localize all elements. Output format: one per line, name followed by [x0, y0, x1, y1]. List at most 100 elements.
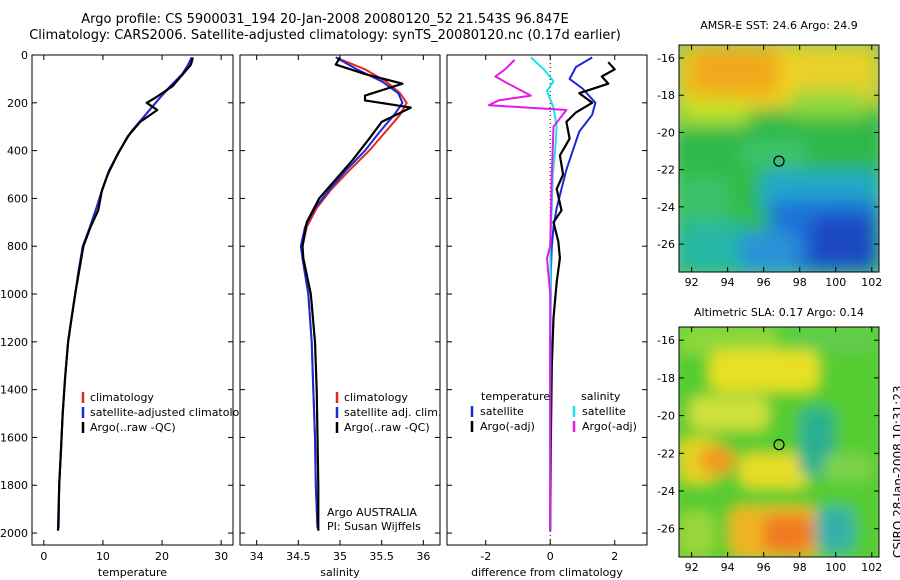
legend-entry: satellite adj. clim. [344, 406, 441, 419]
y-tick-label: 600 [7, 192, 28, 205]
y-tick-label: -16 [657, 334, 675, 347]
x-tick-label: 98 [793, 276, 807, 289]
x-tick-label: 100 [825, 561, 846, 574]
legend-title-salinity: salinity [581, 390, 621, 403]
x-tick-label: 102 [861, 276, 882, 289]
map-color-patch [709, 350, 819, 392]
x-tick-label: 94 [721, 561, 735, 574]
map-color-patch [689, 396, 769, 431]
map-color-patch [815, 506, 855, 553]
legend-entry: climatology [90, 391, 154, 404]
legend-entry: Argo(-adj) [582, 420, 637, 433]
plot-frame [31, 54, 234, 546]
x-tick-label: 10 [96, 550, 110, 563]
y-tick-label: -18 [657, 89, 675, 102]
map-color-patch [679, 101, 749, 129]
map-color-patch [739, 231, 799, 272]
y-tick-label: -22 [657, 447, 675, 460]
x-tick-label: 36 [416, 550, 430, 563]
map-color-field [679, 327, 879, 557]
map-color-patch [689, 49, 779, 95]
y-tick-label: -16 [657, 52, 675, 65]
map-title: Altimetric SLA: 0.17 Argo: 0.14 [694, 306, 864, 319]
plot-frame [446, 54, 648, 546]
y-tick-label: -22 [657, 164, 675, 177]
profile-panel-2: 34 34.5 35 35.5 36 salinity climatology satelli… [239, 54, 441, 579]
legend-entry: Argo(..raw -QC) [90, 421, 176, 434]
x-tick-label: 30 [214, 550, 228, 563]
series-line-black [56, 57, 194, 531]
argo-location-marker [773, 155, 785, 167]
plot-frame [239, 54, 441, 546]
y-tick-label: 800 [7, 240, 28, 253]
x-tick-label: 92 [685, 561, 699, 574]
legend-entry: satellite [480, 405, 524, 418]
series-line-black [549, 61, 616, 531]
map-panel-2: Altimetric SLA: 0.17 Argo: 0.14 92 94 96 98 1… [657, 306, 882, 574]
y-tick-label: 1800 [0, 479, 28, 492]
x-axis-label: difference from climatology [471, 566, 623, 579]
map-color-patch [699, 446, 735, 475]
y-tick-label: -20 [657, 126, 675, 139]
x-tick-label: 35 [333, 550, 347, 563]
x-tick-label: -2 [480, 550, 491, 563]
figure-header: Argo profile: CS 5900031_194 20-Jan-2008… [0, 0, 650, 46]
legend-entry: satellite-adjusted climatology [90, 406, 253, 419]
x-tick-label: 0 [40, 550, 47, 563]
y-tick-label: 400 [7, 145, 28, 158]
figure-title-line1: Argo profile: CS 5900031_194 20-Jan-2008… [81, 12, 569, 27]
map-color-patch [823, 453, 873, 482]
annotation-pi-name: PI: Susan Wijffels [327, 520, 421, 533]
legend-entry: Argo(-adj) [480, 420, 535, 433]
x-axis-label: salinity [320, 566, 360, 579]
y-tick-label: -20 [657, 410, 675, 423]
x-tick-label: 2 [611, 550, 618, 563]
map-frame [678, 326, 880, 558]
y-tick-label: -26 [657, 523, 675, 536]
series-line-magenta [487, 59, 568, 531]
x-tick-label: 20 [155, 550, 169, 563]
legend-entry: climatology [344, 391, 408, 404]
y-tick-label: 1600 [0, 431, 28, 444]
map-color-patch [789, 45, 879, 95]
x-tick-label: 100 [825, 276, 846, 289]
x-tick-label: 98 [793, 561, 807, 574]
y-tick-label: 1200 [0, 336, 28, 349]
y-tick-label: -18 [657, 372, 675, 385]
y-tick-label: 1400 [0, 384, 28, 397]
argo-location-marker [773, 439, 785, 451]
y-tick-label: 200 [7, 97, 28, 110]
profile-panel-3: -2 0 2 difference from climatology temperatu… [446, 54, 648, 579]
x-tick-label: 35.5 [369, 550, 394, 563]
legend-entry: Argo(..raw -QC) [344, 421, 430, 434]
map-color-patch [739, 140, 809, 168]
map-color-patch [679, 176, 729, 223]
map-color-patch [809, 215, 879, 272]
profile-panel-1: 0 10 20 30 0 200 400 600 800 1000 1200 1400 1600 1800… [0, 49, 253, 579]
map-color-blobs [679, 327, 879, 557]
map-color-patch [679, 222, 749, 272]
y-tick-label: -26 [657, 238, 675, 251]
y-tick-label: 2000 [0, 527, 28, 540]
map-color-patch [789, 90, 869, 118]
map-color-blobs [679, 45, 879, 272]
x-tick-label: 96 [757, 276, 771, 289]
x-tick-label: 94 [721, 276, 735, 289]
annotation-argo-australia: Argo AUSTRALIA [327, 506, 417, 519]
y-tick-label: -24 [657, 485, 675, 498]
x-tick-label: 102 [861, 561, 882, 574]
legend-title-temperature: temperature [481, 390, 550, 403]
x-tick-label: 34.5 [286, 550, 311, 563]
x-tick-label: 96 [757, 561, 771, 574]
map-color-patch [763, 515, 813, 553]
map-title: AMSR-E SST: 24.6 Argo: 24.9 [700, 19, 858, 32]
y-tick-label: 1000 [0, 288, 28, 301]
x-tick-label: 34 [250, 550, 264, 563]
map-color-patch [789, 327, 879, 355]
x-tick-label: 0 [547, 550, 554, 563]
legend-entry: satellite [582, 405, 626, 418]
x-tick-label: 92 [685, 276, 699, 289]
figure-title-line2: Climatology: CARS2006. Satellite-adjuste… [29, 28, 621, 43]
map-color-field [679, 45, 879, 272]
